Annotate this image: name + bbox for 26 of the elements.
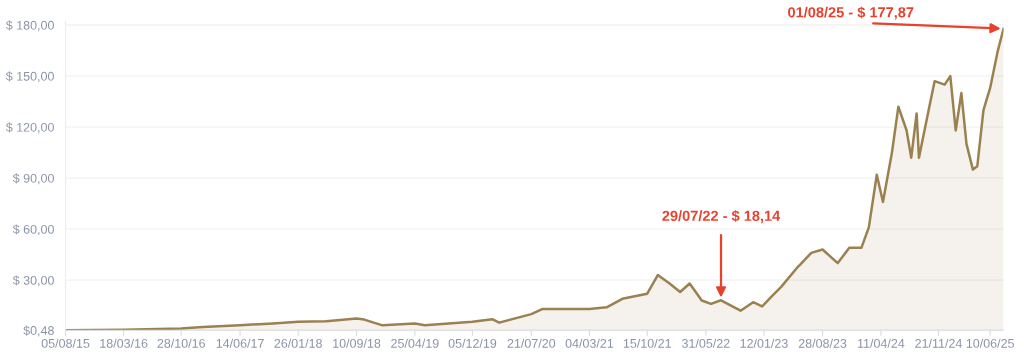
- x-tick-label: 05/12/19: [448, 338, 497, 348]
- y-tick-label: $ 90,00: [12, 173, 54, 185]
- x-tick-label: 28/10/16: [157, 338, 205, 348]
- x-tick-label: 11/04/24: [857, 338, 905, 348]
- x-tick-label: 15/10/21: [623, 338, 671, 348]
- x-tick-label: 31/05/22: [682, 338, 730, 348]
- x-tick-label: 18/03/16: [100, 338, 148, 348]
- y-tick-label: $ 120,00: [5, 122, 54, 134]
- x-tick-label: 14/06/17: [216, 338, 264, 348]
- annotation: 01/08/25 - $ 177,87: [788, 6, 914, 20]
- y-tick-label: $0,48: [23, 325, 54, 337]
- x-tick-label: 04/03/21: [565, 338, 614, 348]
- y-tick-label: $ 180,00: [5, 20, 54, 32]
- y-tick-label: $ 60,00: [12, 224, 54, 236]
- x-tick-label: 26/01/18: [274, 338, 322, 348]
- x-tick-label: 05/08/15: [41, 338, 90, 348]
- x-tick-label: 21/07/20: [507, 338, 556, 348]
- x-tick-label: 10/09/18: [333, 338, 381, 348]
- y-tick-label: $ 30,00: [12, 275, 54, 287]
- x-tick-label: 28/08/23: [798, 338, 847, 348]
- x-tick-label: 12/01/23: [740, 338, 788, 348]
- x-tick-label: 10/06/25: [966, 338, 1014, 348]
- y-tick-label: $ 150,00: [5, 71, 54, 83]
- annotation: 29/07/22 - $ 18,14: [662, 210, 781, 224]
- x-tick-label: 25/04/19: [391, 338, 439, 348]
- x-tick-label: 21/11/24: [915, 338, 962, 348]
